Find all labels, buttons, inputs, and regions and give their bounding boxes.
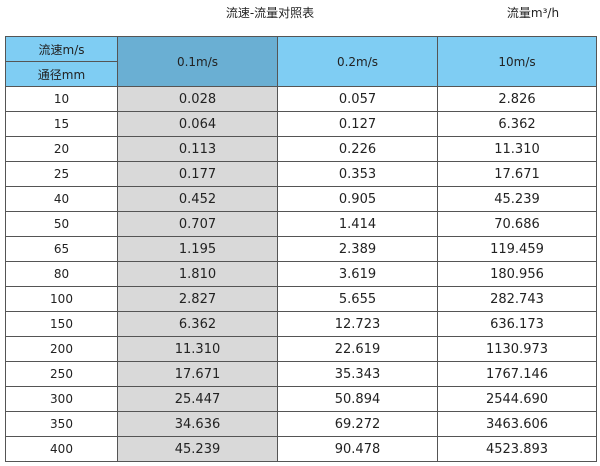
flow-cell: 0.353	[277, 161, 438, 187]
flow-cell: 0.452	[117, 186, 278, 212]
flow-cell: 2.389	[277, 236, 438, 262]
flow-cell: 12.723	[277, 311, 438, 337]
column-header: 0.2m/s	[277, 36, 438, 87]
diameter-cell: 20	[5, 136, 118, 162]
diameter-cell: 300	[5, 386, 118, 412]
corner-velocity-label: 流速m/s	[5, 36, 118, 62]
column-header: 10m/s	[437, 36, 597, 87]
flow-cell: 1767.146	[437, 361, 597, 387]
table-row: 50 0.707 1.414 70.686	[5, 211, 597, 237]
diameter-cell: 15	[5, 111, 118, 137]
flow-cell: 0.064	[117, 111, 278, 137]
flow-cell: 119.459	[437, 236, 597, 262]
table-row: 20 0.113 0.226 11.310	[5, 136, 597, 162]
diameter-cell: 200	[5, 336, 118, 362]
flow-cell: 180.956	[437, 261, 597, 287]
table-row: 100 2.827 5.655 282.743	[5, 286, 597, 312]
unit-label: 流量m³/h	[506, 6, 560, 20]
table-row: 350 34.636 69.272 3463.606	[5, 411, 597, 437]
flow-cell: 35.343	[277, 361, 438, 387]
flow-cell: 636.173	[437, 311, 597, 337]
flow-cell: 1.195	[117, 236, 278, 262]
flow-cell: 45.239	[117, 436, 278, 462]
flow-cell: 17.671	[437, 161, 597, 187]
flow-cell: 0.707	[117, 211, 278, 237]
table-title: 流速-流量对照表	[225, 6, 315, 20]
table-row: 400 45.239 90.478 4523.893	[5, 436, 597, 462]
flow-cell: 2544.690	[437, 386, 597, 412]
flow-rate-table: 流速m/s 0.1m/s 0.2m/s 10m/s 通径mm 10 0.028 0.…	[5, 36, 597, 462]
diameter-cell: 250	[5, 361, 118, 387]
flow-cell: 22.619	[277, 336, 438, 362]
diameter-cell: 65	[5, 236, 118, 262]
column-header: 0.1m/s	[117, 36, 278, 87]
flow-cell: 70.686	[437, 211, 597, 237]
table-row: 10 0.028 0.057 2.826	[5, 86, 597, 112]
flow-cell: 1.810	[117, 261, 278, 287]
flow-cell: 50.894	[277, 386, 438, 412]
diameter-cell: 350	[5, 411, 118, 437]
diameter-cell: 50	[5, 211, 118, 237]
table-row: 65 1.195 2.389 119.459	[5, 236, 597, 262]
diameter-cell: 10	[5, 86, 118, 112]
flow-cell: 1.414	[277, 211, 438, 237]
flow-cell: 6.362	[117, 311, 278, 337]
table-row: 200 11.310 22.619 1130.973	[5, 336, 597, 362]
table-row: 15 0.064 0.127 6.362	[5, 111, 597, 137]
diameter-cell: 100	[5, 286, 118, 312]
flow-cell: 69.272	[277, 411, 438, 437]
flow-cell: 6.362	[437, 111, 597, 137]
diameter-cell: 40	[5, 186, 118, 212]
flow-cell: 0.905	[277, 186, 438, 212]
table-row: 300 25.447 50.894 2544.690	[5, 386, 597, 412]
flow-cell: 0.057	[277, 86, 438, 112]
header-row: 流速m/s 0.1m/s 0.2m/s 10m/s	[5, 36, 597, 87]
header-row: 通径mm	[5, 61, 597, 87]
flow-cell: 0.028	[117, 86, 278, 112]
diameter-cell: 150	[5, 311, 118, 337]
flow-cell: 45.239	[437, 186, 597, 212]
table-row: 40 0.452 0.905 45.239	[5, 186, 597, 212]
flow-cell: 0.226	[277, 136, 438, 162]
flow-cell: 2.827	[117, 286, 278, 312]
table-row: 150 6.362 12.723 636.173	[5, 311, 597, 337]
flow-cell: 2.826	[437, 86, 597, 112]
corner-diameter-label: 通径mm	[5, 61, 118, 87]
flow-cell: 3463.606	[437, 411, 597, 437]
diameter-cell: 400	[5, 436, 118, 462]
diameter-cell: 25	[5, 161, 118, 187]
table-row: 250 17.671 35.343 1767.146	[5, 361, 597, 387]
flow-cell: 1130.973	[437, 336, 597, 362]
flow-cell: 17.671	[117, 361, 278, 387]
flow-cell: 3.619	[277, 261, 438, 287]
flow-cell: 25.447	[117, 386, 278, 412]
diameter-cell: 80	[5, 261, 118, 287]
flow-cell: 282.743	[437, 286, 597, 312]
flow-cell: 4523.893	[437, 436, 597, 462]
flow-cell: 0.113	[117, 136, 278, 162]
table-row: 25 0.177 0.353 17.671	[5, 161, 597, 187]
flow-cell: 90.478	[277, 436, 438, 462]
flow-cell: 0.127	[277, 111, 438, 137]
flow-cell: 5.655	[277, 286, 438, 312]
flow-cell: 34.636	[117, 411, 278, 437]
flow-cell: 11.310	[437, 136, 597, 162]
flow-cell: 11.310	[117, 336, 278, 362]
flow-cell: 0.177	[117, 161, 278, 187]
table-row: 80 1.810 3.619 180.956	[5, 261, 597, 287]
